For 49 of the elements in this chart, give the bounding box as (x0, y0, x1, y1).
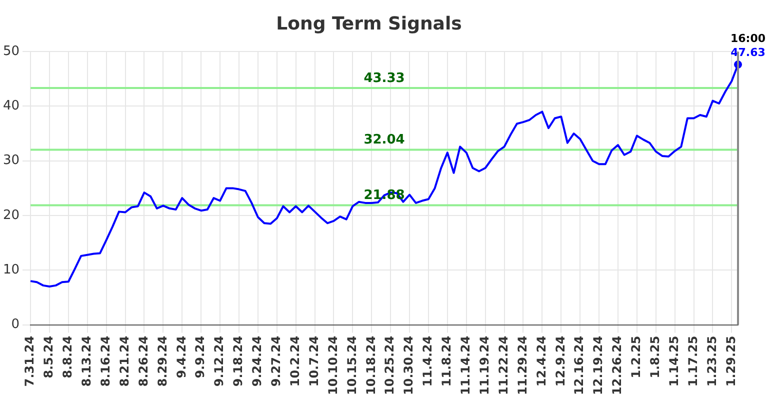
y-tick-label: 50 (2, 44, 20, 59)
x-tick-label: 12.26.24 (610, 336, 624, 396)
y-tick-label: 40 (2, 98, 20, 114)
y-tick-label: 10 (2, 262, 20, 278)
x-tick-label: 12.16.24 (572, 336, 586, 396)
x-tick-label: 12.4.24 (534, 336, 548, 387)
x-tick-label: 12.9.24 (553, 336, 568, 387)
x-tick-label: 9.24.24 (250, 336, 264, 387)
x-tick-label: 7.31.24 (22, 336, 37, 387)
x-tick-label: 8.26.24 (136, 336, 150, 387)
x-tick-label: 1.2.25 (629, 336, 644, 378)
ref-line-label: 32.04 (364, 132, 405, 148)
ref-line-label: 43.33 (364, 70, 405, 86)
x-tick-label: 1.14.25 (666, 336, 681, 387)
x-tick-label: 10.2.24 (288, 336, 302, 387)
x-tick-label: 9.18.24 (231, 336, 246, 387)
x-tick-label: 8.8.24 (60, 336, 75, 378)
x-tick-label: 11.8.24 (440, 336, 454, 387)
x-tick-label: 1.17.25 (686, 336, 700, 387)
text: 16:00 (730, 32, 766, 45)
chart-title: Long Term Signals (276, 13, 462, 34)
x-tick-label: 11.29.24 (515, 336, 530, 396)
x-tick-label: 9.9.24 (193, 336, 208, 378)
annotation: 47.63 (730, 46, 766, 59)
x-tick-label: 10.30.24 (402, 336, 416, 396)
x-tick-label: 10.10.24 (326, 336, 340, 396)
x-tick-label: 9.27.24 (269, 336, 284, 387)
x-tick-label: 8.21.24 (117, 336, 132, 387)
x-tick-label: 12.19.24 (591, 336, 606, 396)
x-tick-label: 9.4.24 (174, 336, 188, 378)
x-tick-label: 1.8.25 (648, 336, 662, 378)
x-tick-label: 10.18.24 (364, 336, 378, 396)
y-tick-label: 0 (11, 317, 20, 332)
x-tick-label: 9.12.24 (212, 336, 226, 387)
x-tick-label: 10.25.24 (382, 336, 397, 396)
x-tick-label: 10.7.24 (306, 336, 321, 387)
x-tick-label: 10.15.24 (344, 336, 359, 396)
x-tick-label: 1.29.25 (724, 336, 738, 387)
y-tick-label: 20 (2, 208, 20, 223)
x-tick-label: 11.22.24 (496, 336, 510, 396)
y-tick-label: 30 (2, 153, 20, 168)
x-tick-label: 8.29.24 (155, 336, 170, 387)
x-tick-label: 11.19.24 (477, 336, 492, 396)
x-tick-label: 11.4.24 (420, 336, 435, 387)
x-tick-label: 8.16.24 (98, 336, 112, 387)
x-tick-label: 1.23.25 (704, 336, 719, 387)
x-tick-label: 8.13.24 (80, 336, 94, 387)
x-tick-label: 11.14.24 (458, 336, 473, 396)
x-tick-label: 8.5.24 (42, 336, 56, 378)
